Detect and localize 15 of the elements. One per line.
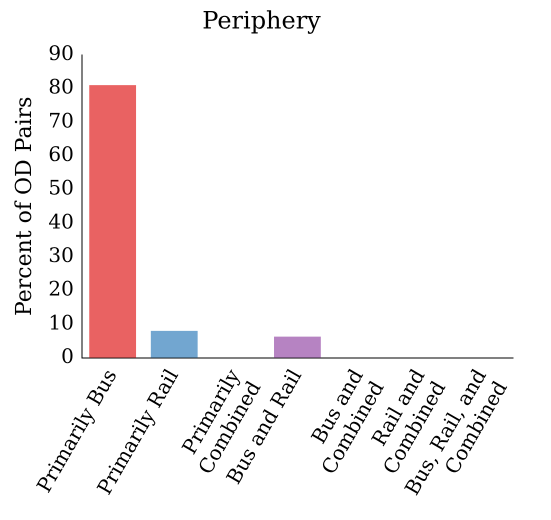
y-tick-label: 50 — [48, 176, 74, 200]
y-tick-label: 0 — [61, 344, 74, 368]
bar — [89, 85, 136, 358]
y-tick-label: 80 — [48, 74, 74, 99]
y-tick-label: 70 — [48, 108, 74, 132]
y-axis-title: Percent of OD Pairs — [12, 96, 37, 316]
bar — [274, 336, 321, 358]
chart-title: Periphery — [202, 6, 322, 35]
y-tick-label: 40 — [48, 209, 74, 234]
y-tick-label: 60 — [48, 142, 74, 166]
y-tick-label: 10 — [48, 310, 74, 334]
y-tick-label: 90 — [48, 41, 74, 66]
bar — [150, 330, 198, 358]
y-tick-label: 30 — [48, 243, 74, 267]
y-tick-label: 20 — [48, 276, 74, 301]
